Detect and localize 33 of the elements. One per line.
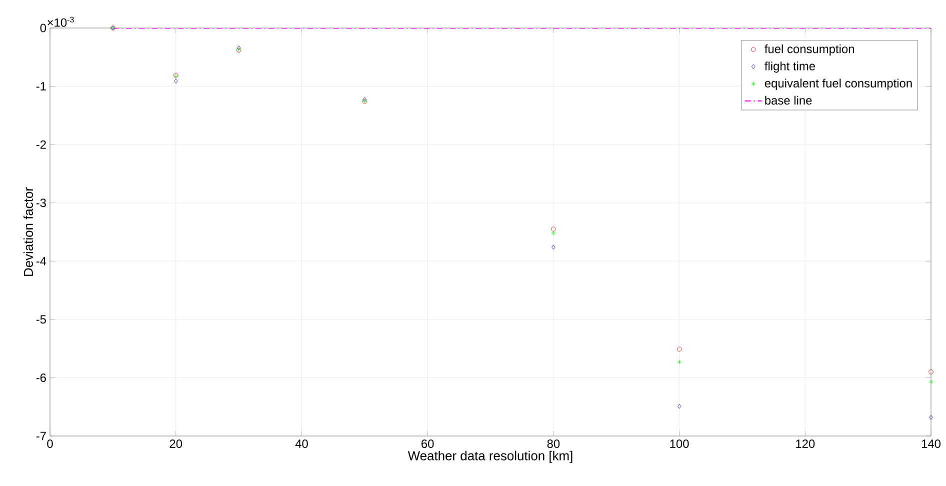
y-tick-label: 0 <box>40 24 46 32</box>
point <box>928 369 934 374</box>
legend-label: equivalent fuel consumption <box>764 78 912 90</box>
x-tick-label: 80 <box>547 440 560 448</box>
y-tick-label: -3 <box>36 198 46 208</box>
point <box>551 230 556 236</box>
legend-label: flight time <box>764 62 816 73</box>
point <box>552 244 556 250</box>
point <box>676 346 682 352</box>
x-tick-label: 20 <box>170 440 182 448</box>
point <box>677 360 682 364</box>
legend-label: base line <box>765 96 812 105</box>
legend-label: fuel consumption <box>764 44 854 56</box>
text: ×10$^{-3}$ <box>48 16 74 27</box>
y-axis-title: Deviation factor <box>23 187 34 276</box>
x-axis-title: Weather data resolution [km] <box>408 450 572 463</box>
y-tick-label: -7 <box>36 432 46 440</box>
y-tick-label: -1 <box>36 82 46 90</box>
x-tick-label: 60 <box>422 440 434 448</box>
x-tick-label: 120 <box>796 440 815 448</box>
point <box>928 379 934 384</box>
x-tick-label: 0 <box>47 440 53 448</box>
point <box>929 414 933 420</box>
point <box>677 404 682 409</box>
y-tick-label: -2 <box>36 140 46 149</box>
point <box>551 226 556 232</box>
x-tick-label: 100 <box>670 440 689 448</box>
y-tick-label: -6 <box>36 373 46 382</box>
y-tick-label: -5 <box>36 315 46 324</box>
x-tick-label: 140 <box>922 440 941 448</box>
x-tick-label: 40 <box>295 440 308 448</box>
y-tick-label: -4 <box>36 257 46 266</box>
point <box>174 78 178 84</box>
